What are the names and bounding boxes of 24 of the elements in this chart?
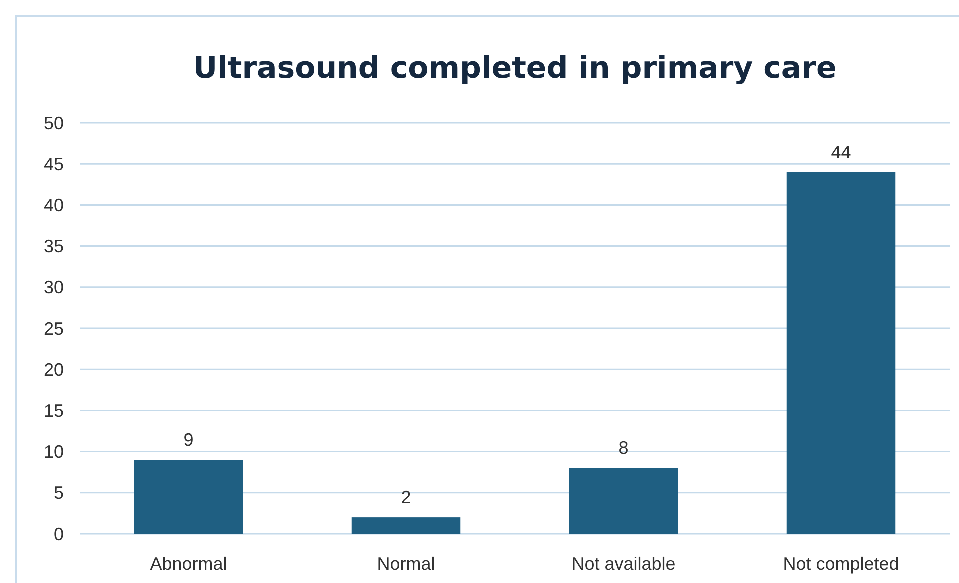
bar <box>134 460 244 534</box>
y-tick-label: 10 <box>44 442 64 462</box>
data-label: 2 <box>401 488 412 508</box>
chart-title: Ultrasound completed in primary care <box>193 51 837 86</box>
x-tick-label: Not completed <box>783 554 900 574</box>
y-tick-label: 20 <box>44 360 64 380</box>
y-tick-label: 40 <box>44 196 64 216</box>
y-tick-label: 45 <box>44 154 64 174</box>
bar <box>786 172 896 534</box>
data-label: 44 <box>831 142 852 162</box>
bar <box>569 468 678 534</box>
bar <box>352 518 461 534</box>
y-tick-label: 30 <box>44 278 64 298</box>
data-label: 8 <box>618 438 629 458</box>
y-tick-label: 15 <box>44 401 64 421</box>
y-tick-label: 35 <box>44 236 64 257</box>
data-label: 9 <box>184 430 194 450</box>
x-tick-label: Not available <box>572 554 676 574</box>
y-tick-label: 25 <box>44 318 64 339</box>
x-tick-label: Normal <box>377 554 436 574</box>
x-tick-label: Abnormal <box>150 554 228 574</box>
y-tick-label: 0 <box>54 524 64 544</box>
y-tick-label: 50 <box>44 113 64 134</box>
y-tick-label: 5 <box>54 483 64 504</box>
